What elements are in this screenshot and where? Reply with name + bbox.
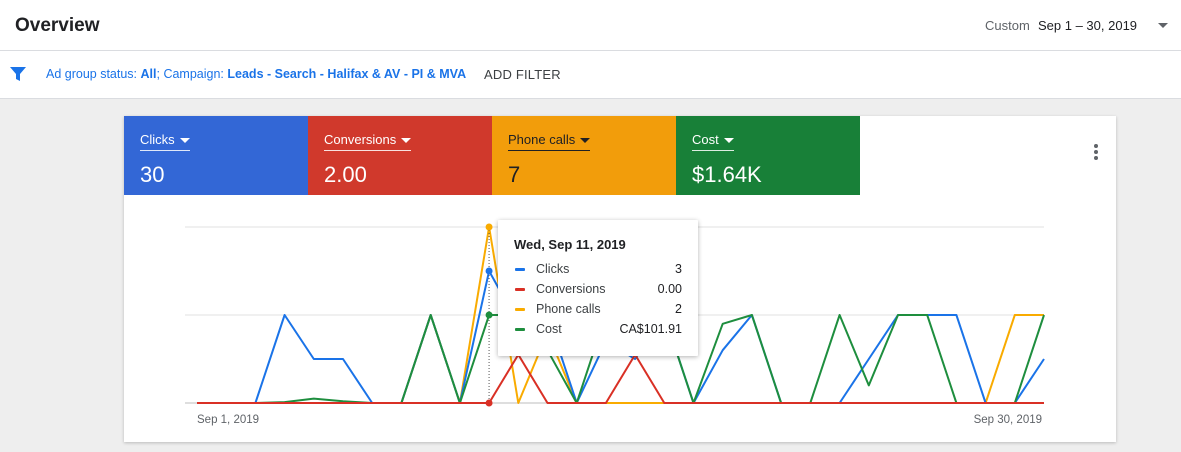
metric-tile-clicks[interactable]: Clicks 30 xyxy=(124,116,308,195)
metric-tile-cost[interactable]: Cost $1.64K xyxy=(676,116,860,195)
metric-value-phone-calls: 7 xyxy=(508,162,521,187)
performance-chart-card: Clicks 30 Conversions 2.00 Phone calls 7… xyxy=(124,116,1116,442)
hover-point-phone-calls xyxy=(485,223,493,231)
caret-down-icon xyxy=(723,138,734,144)
campaign-label: Campaign: xyxy=(163,67,228,81)
hover-point-cost xyxy=(485,311,493,319)
chevron-down-icon[interactable] xyxy=(1158,23,1168,28)
metric-value-clicks: 30 xyxy=(140,162,165,187)
metric-selector-clicks[interactable]: Clicks xyxy=(140,132,190,151)
x-axis-start-label: Sep 1, 2019 xyxy=(197,414,259,426)
hover-point-conversions xyxy=(485,399,493,407)
caret-down-icon xyxy=(580,138,591,144)
filter-bar: Ad group status: All; Campaign: Leads - … xyxy=(0,51,1181,99)
series-swatch xyxy=(515,288,525,291)
page-header: Overview Custom Sep 1 – 30, 2019 xyxy=(0,0,1181,51)
date-range-selector[interactable]: Sep 1 – 30, 2019 xyxy=(1038,18,1138,33)
x-axis-end-label: Sep 30, 2019 xyxy=(974,414,1042,426)
campaign-value: Leads - Search - Halifax & AV - PI & MVA xyxy=(227,67,467,81)
tooltip-date: Wed, Sep 11, 2019 xyxy=(514,237,626,252)
series-swatch xyxy=(515,308,525,311)
metric-selector-conversions[interactable]: Conversions xyxy=(324,132,412,151)
ad-group-status-value: All xyxy=(140,67,157,81)
metric-value-cost: $1.64K xyxy=(692,162,762,187)
series-line-conversions xyxy=(197,353,1044,404)
tooltip-row-phone-calls: Phone calls 2 xyxy=(514,302,682,318)
page-title: Overview xyxy=(15,15,100,36)
tooltip-row-clicks: Clicks 3 xyxy=(514,262,682,278)
hover-point-clicks xyxy=(485,267,493,275)
chart-tooltip: Wed, Sep 11, 2019 Clicks 3 Conversions 0.0… xyxy=(498,220,698,356)
filter-separator: ; xyxy=(156,67,164,81)
metric-tile-conversions[interactable]: Conversions 2.00 xyxy=(308,116,492,195)
ad-group-status-label: Ad group status: xyxy=(46,67,141,81)
active-filters[interactable]: Ad group status: All; Campaign: Leads - … xyxy=(46,67,466,81)
tooltip-row-cost: Cost CA$101.91 xyxy=(514,322,682,338)
metric-selector-phone-calls[interactable]: Phone calls xyxy=(508,132,591,151)
metric-tile-phone-calls[interactable]: Phone calls 7 xyxy=(492,116,676,195)
filter-icon[interactable] xyxy=(10,66,26,82)
series-swatch xyxy=(515,268,525,271)
tooltip-row-conversions: Conversions 0.00 xyxy=(514,282,682,298)
series-swatch xyxy=(515,328,525,331)
caret-down-icon xyxy=(401,138,412,144)
more-options-icon[interactable] xyxy=(1094,144,1098,162)
caret-down-icon xyxy=(179,138,190,144)
add-filter-button[interactable]: ADD FILTER xyxy=(484,67,561,82)
metric-value-conversions: 2.00 xyxy=(324,162,367,187)
metric-selector-cost[interactable]: Cost xyxy=(692,132,734,151)
date-range-label: Custom xyxy=(985,18,1030,33)
